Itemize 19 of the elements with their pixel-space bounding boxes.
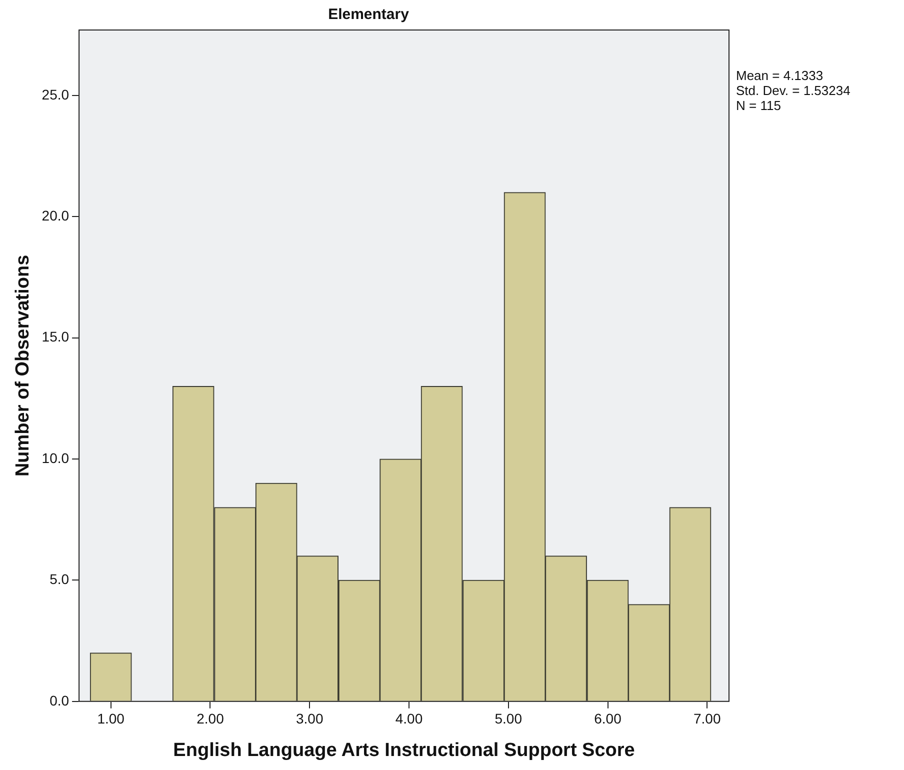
chart-title: Elementary [328,6,410,24]
y-tick-label: 10.0 [42,450,70,466]
x-tick-label: 2.00 [196,710,224,727]
y-tick-label: 15.0 [42,328,70,345]
x-tick-label: 3.00 [296,710,324,727]
y-tick-label: 0.0 [50,692,70,708]
text: N = 115 [736,98,782,113]
text: Mean = 4.1333 [736,68,824,83]
y-axis-title: Number of Observations [12,254,34,477]
x-tick-label: 5.00 [494,710,522,727]
x-tick-label: 7.00 [694,710,721,727]
y-tick-label: 5.0 [50,571,70,588]
x-tick-label: 1.00 [97,710,125,727]
y-tick-label: 25.0 [42,86,70,102]
x-tick-label: 4.00 [395,710,423,727]
x-axis-title: English Language Arts Instructional Support Score [173,740,635,761]
x-tick-label: 6.00 [594,710,622,727]
y-tick-label: 20.0 [42,207,70,224]
text: Std. Dev. = 1.53234 [736,83,850,98]
